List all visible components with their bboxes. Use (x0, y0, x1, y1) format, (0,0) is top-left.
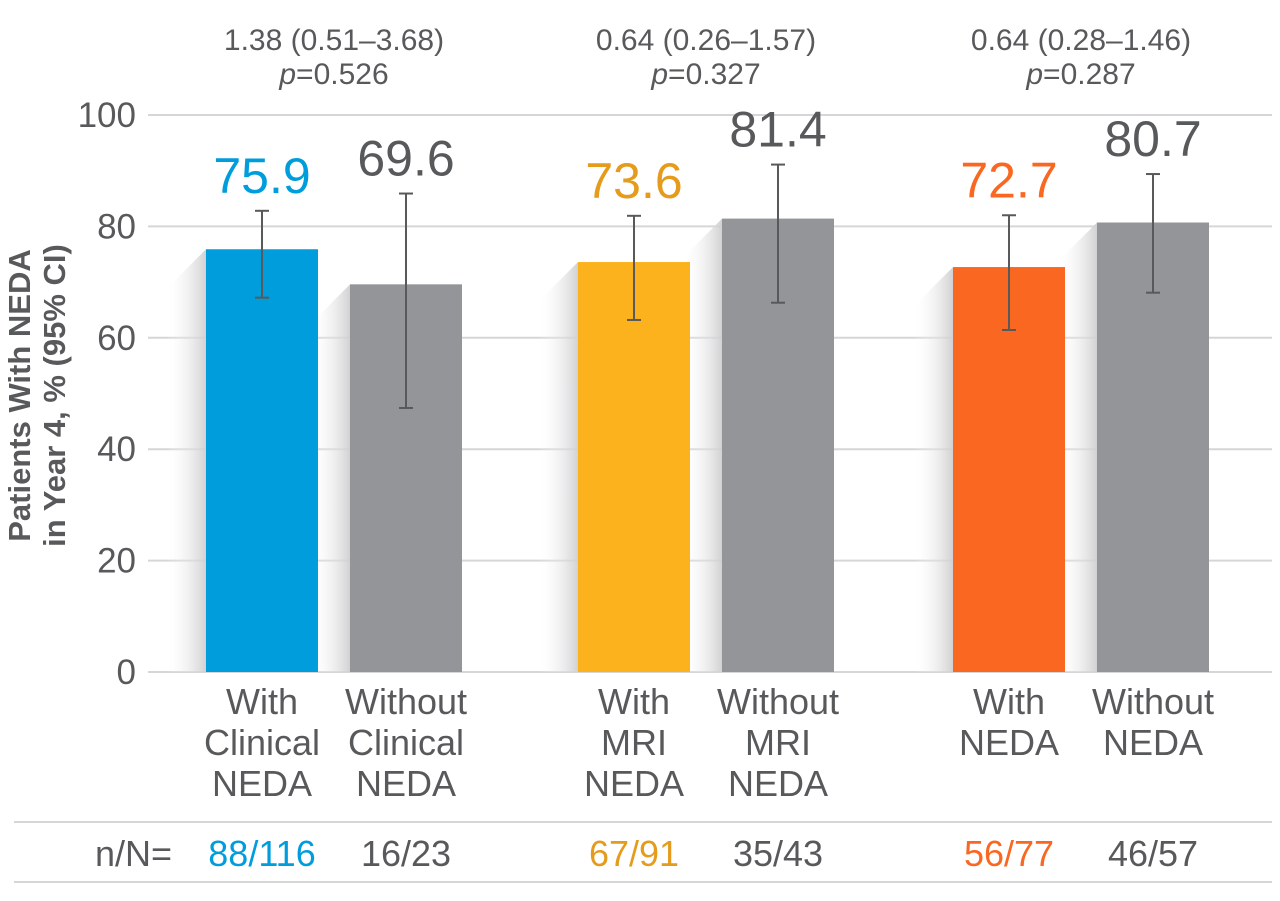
y-axis-title-line: Patients With NEDA (2, 249, 37, 542)
n-row: 88/116 16/23 67/91 35/43 56/77 46/57 n/N= (95, 833, 1198, 874)
category-label-line: NEDA (1103, 722, 1203, 763)
y-tick-label-100: 100 (78, 96, 136, 135)
y-axis-ticks: 0 20 40 60 80 100 (78, 96, 136, 692)
bar-g3-2 (1097, 222, 1209, 672)
bar-shadows (166, 218, 1097, 673)
category-label-line: With (598, 681, 670, 722)
n-value: 35/43 (733, 833, 823, 874)
category-label-line: Without (345, 681, 467, 722)
n-value: 67/91 (589, 833, 679, 874)
bar-g1-1 (206, 249, 318, 672)
category-label-line: NEDA (728, 763, 828, 804)
y-tick-label-40: 40 (97, 430, 136, 469)
bar-g3-1 (953, 267, 1065, 672)
category-labels: WithClinicalNEDAWithoutClinicalNEDAWithM… (204, 681, 1214, 804)
group-1-p-value: p=0.526 (278, 58, 388, 91)
data-labels: 75.9 69.6 73.6 81.4 72.7 80.7 (213, 102, 1201, 209)
category-label-line: Clinical (348, 722, 464, 763)
y-tick-label-60: 60 (97, 319, 136, 358)
data-label: 80.7 (1104, 111, 1201, 167)
bar-g2-1 (578, 262, 690, 672)
category-label-line: NEDA (212, 763, 312, 804)
data-label: 75.9 (213, 148, 310, 204)
n-value: 56/77 (964, 833, 1054, 874)
category-label-line: Clinical (204, 722, 320, 763)
category-label-line: Without (717, 681, 839, 722)
n-value: 88/116 (208, 833, 315, 874)
group-2-hazard-ratio: 0.64 (0.26–1.57) (596, 24, 816, 57)
group-1-hazard-ratio: 1.38 (0.51–3.68) (224, 24, 444, 57)
category-label-line: Without (1092, 681, 1214, 722)
y-tick-label-0: 0 (117, 653, 136, 692)
bar-shadow (538, 262, 578, 672)
bar-shadow (682, 218, 722, 673)
data-label: 73.6 (585, 153, 682, 209)
n-value: 16/23 (361, 833, 451, 874)
category-label-line: With (973, 681, 1045, 722)
n-value: 46/57 (1108, 833, 1198, 874)
data-label: 81.4 (729, 102, 826, 158)
bar-shadow (1057, 222, 1097, 672)
bar-shadow (913, 267, 953, 672)
group-2-p-value: p=0.327 (650, 58, 760, 91)
category-label-line: With (226, 681, 298, 722)
data-label: 69.6 (357, 131, 454, 187)
category-label-line: MRI (745, 722, 811, 763)
group-3-p-value: p=0.287 (1025, 58, 1135, 91)
n-prefix-label: n/N= (95, 833, 172, 874)
bar-shadow (166, 249, 206, 672)
bar-shadow (310, 284, 350, 672)
category-label-line: MRI (601, 722, 667, 763)
y-tick-label-80: 80 (97, 207, 136, 246)
y-tick-label-20: 20 (97, 542, 136, 581)
bars (206, 218, 1209, 673)
data-label: 72.7 (960, 152, 1057, 208)
category-label-line: NEDA (356, 763, 456, 804)
category-label-line: NEDA (584, 763, 684, 804)
y-axis-title-line: in Year 4, % (95% CI) (37, 244, 72, 547)
y-axis-title: Patients With NEDA in Year 4, % (95% CI) (2, 244, 72, 547)
category-label-line: NEDA (959, 722, 1059, 763)
error-bars (255, 163, 1160, 409)
group-3-hazard-ratio: 0.64 (0.28–1.46) (971, 24, 1191, 57)
